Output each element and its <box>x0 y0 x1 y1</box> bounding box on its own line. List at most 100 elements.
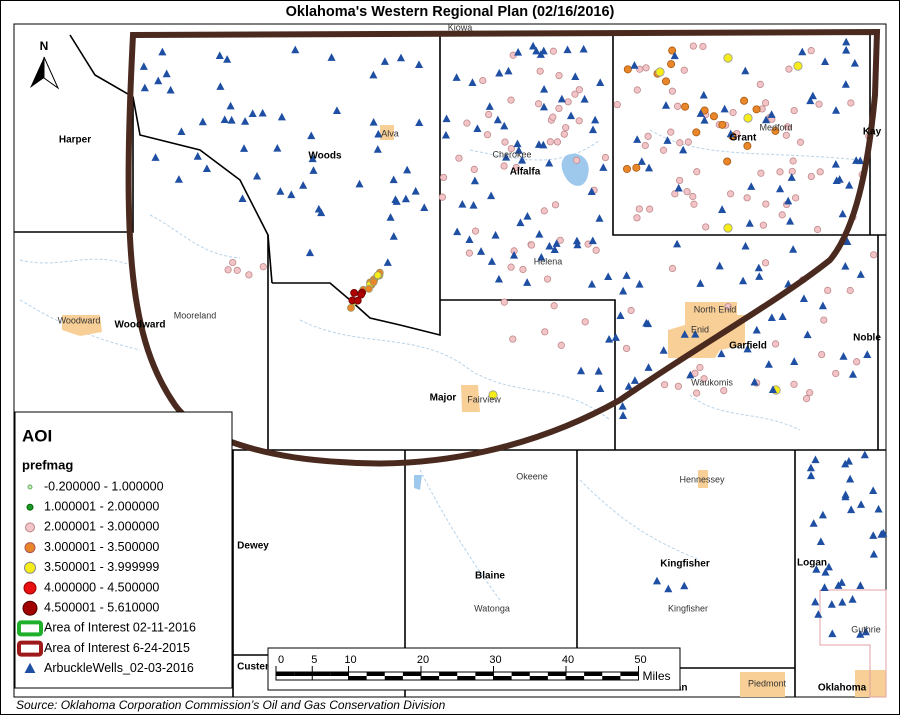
well <box>539 46 548 55</box>
well <box>588 236 597 245</box>
event <box>485 110 493 119</box>
well <box>532 46 541 55</box>
event <box>696 363 704 372</box>
event <box>350 288 359 297</box>
well <box>842 37 851 46</box>
well <box>248 109 257 118</box>
event <box>357 290 366 299</box>
event <box>541 328 549 336</box>
well <box>158 47 167 56</box>
well <box>768 385 778 394</box>
well <box>741 66 750 75</box>
well <box>861 627 870 636</box>
well <box>151 153 160 161</box>
event <box>693 389 701 397</box>
event <box>692 128 701 137</box>
well <box>389 175 398 184</box>
legend-label: 4.000000 - 4.500000 <box>44 580 159 594</box>
event <box>689 42 697 50</box>
county-line <box>612 35 886 236</box>
well <box>869 531 878 539</box>
well <box>539 140 548 149</box>
well <box>239 144 249 152</box>
event <box>549 113 557 121</box>
well <box>514 48 523 56</box>
well <box>778 312 787 321</box>
city-label: Okeene <box>516 471 548 481</box>
event <box>635 205 643 213</box>
well <box>392 197 401 205</box>
event <box>718 120 727 129</box>
event <box>824 286 832 295</box>
city-label: Piedmont <box>748 678 787 688</box>
legend-symbol <box>17 640 43 657</box>
legend-label: 1.000001 - 2.000000 <box>44 499 159 513</box>
well <box>332 106 341 114</box>
well <box>389 232 398 240</box>
well <box>140 83 149 92</box>
well <box>550 245 559 254</box>
well <box>799 294 808 302</box>
event <box>546 138 554 146</box>
event <box>661 77 670 86</box>
scale-segment <box>511 672 530 676</box>
well <box>308 154 317 163</box>
scale-label: 40 <box>562 654 574 666</box>
lake <box>414 475 422 490</box>
well <box>383 258 392 266</box>
well <box>842 45 851 54</box>
well <box>202 164 211 172</box>
event <box>553 138 562 146</box>
city-label: Fairview <box>467 394 501 404</box>
well <box>611 333 620 341</box>
scale-segment <box>566 676 585 680</box>
well <box>752 325 761 334</box>
well <box>220 115 229 123</box>
event <box>788 167 796 176</box>
event <box>813 225 822 234</box>
event <box>709 112 718 121</box>
event <box>806 389 814 397</box>
well <box>411 186 420 195</box>
well <box>659 346 668 354</box>
county-label: Kingfisher <box>660 559 710 570</box>
event <box>684 138 692 146</box>
event <box>470 165 478 174</box>
city-label: Guthrie <box>851 624 881 634</box>
legend-box <box>14 411 233 689</box>
event <box>667 128 675 136</box>
well <box>529 41 538 50</box>
event <box>571 90 579 98</box>
well <box>821 567 830 576</box>
well <box>847 505 856 514</box>
event <box>623 65 632 74</box>
well <box>856 270 865 278</box>
legend-label: Area of Interest 6-24-2015 <box>44 641 190 655</box>
well <box>291 45 300 54</box>
event <box>483 131 492 139</box>
lake <box>561 153 589 186</box>
well <box>442 114 451 123</box>
well <box>776 184 785 193</box>
scale-segment <box>475 672 494 676</box>
well <box>177 127 186 136</box>
well <box>162 69 171 78</box>
event <box>557 341 565 349</box>
event <box>660 381 669 389</box>
well <box>386 213 395 221</box>
well <box>790 357 799 365</box>
event <box>550 302 558 310</box>
well <box>493 115 502 124</box>
county-label: Harper <box>59 135 91 146</box>
well <box>545 158 554 167</box>
event <box>807 47 815 55</box>
base-layer <box>19 125 887 698</box>
well <box>557 94 566 103</box>
well <box>415 118 424 127</box>
event <box>790 106 798 115</box>
event <box>693 168 701 176</box>
well <box>305 248 315 257</box>
arrow-left <box>30 57 44 88</box>
